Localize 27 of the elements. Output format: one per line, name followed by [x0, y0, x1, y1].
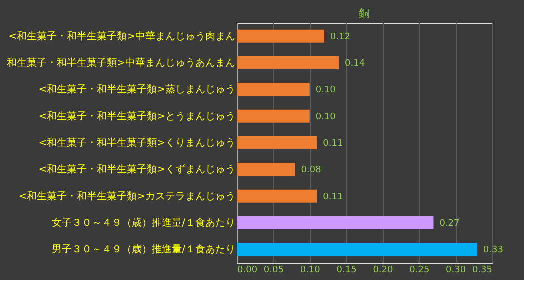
y-tick-label: <和生菓子・和半生菓子類>くりまんじゅう	[38, 137, 236, 149]
x-tick-label: 0.10	[300, 266, 321, 276]
x-tick-label: 0.20	[373, 266, 394, 276]
x-tick-label: 0.30	[446, 266, 466, 276]
x-tick-label: 0.05	[264, 266, 284, 276]
x-tick-label: 0.00	[238, 266, 258, 276]
y-tick-label: 和生菓子・和半生菓子類>中華まんじゅうあんまん	[7, 57, 236, 69]
data-label: 0.08	[301, 166, 322, 176]
data-label: 0.10	[316, 86, 336, 96]
y-tick-label: <和生菓子・和半生菓子類>中華まんじゅう肉まん	[8, 30, 236, 42]
y-tick-label: 男子３０～４９（歳）推進量/１食あたり	[52, 244, 236, 256]
y-tick-label: 女子３０～４９（歳）推進量/１食あたり	[52, 217, 236, 229]
data-label: 0.11	[323, 192, 344, 202]
data-label: 0.12	[330, 32, 350, 42]
x-tick-label: 0.15	[336, 266, 357, 276]
chart-title: 銅	[359, 7, 370, 20]
data-label: 0.33	[483, 246, 504, 256]
data-label: 0.14	[345, 59, 366, 69]
data-label: 0.27	[440, 219, 460, 229]
data-label: 0.10	[316, 112, 336, 122]
x-tick-label: 0.25	[410, 266, 430, 276]
y-tick-label: <和生菓子・和半生菓子類>とうまんじゅう	[38, 110, 236, 122]
y-tick-label: <和生菓子・和半生菓子類>蒸しまんじゅう	[38, 84, 236, 96]
x-tick-label: 0.35	[472, 266, 492, 276]
y-tick-label: <和生菓子・和半生菓子類>カステラまんじゅう	[18, 190, 236, 202]
y-tick-label: <和生菓子・和半生菓子類>くずまんじゅう	[38, 164, 236, 176]
data-label: 0.11	[323, 139, 344, 149]
